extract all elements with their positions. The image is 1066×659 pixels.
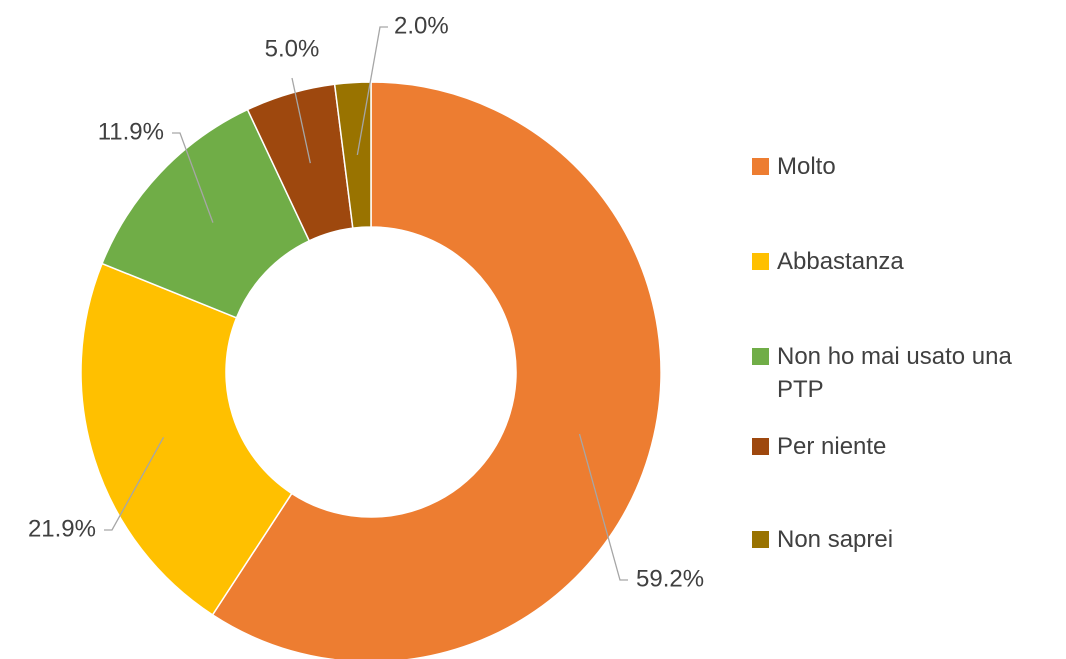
legend-item: Abbastanza (752, 245, 1052, 278)
donut-slice (333, 81, 372, 229)
legend-label: Molto (777, 153, 836, 180)
leader-line (104, 436, 165, 531)
leader-line (578, 433, 628, 581)
leader-line (291, 77, 311, 164)
legend-swatch (752, 438, 769, 455)
data-label: 59.2% (636, 565, 704, 592)
legend-item: Non ho mai usato una PTP (752, 340, 1052, 406)
leader-line (172, 132, 214, 223)
data-label: 21.9% (28, 515, 96, 542)
legend-swatch (752, 348, 769, 365)
legend-item: Per niente (752, 430, 1052, 463)
data-label: 2.0% (394, 12, 449, 39)
data-label: 5.0% (265, 35, 320, 62)
leader-line (356, 26, 388, 156)
donut-slice (101, 108, 311, 319)
legend-item: Molto (752, 150, 1052, 183)
legend-label: Non ho mai usato una PTP (777, 343, 1012, 403)
legend-swatch (752, 253, 769, 270)
legend-label: Non saprei (777, 526, 894, 553)
legend-swatch (752, 158, 769, 175)
legend-label: Per niente (777, 433, 887, 460)
data-label: 11.9% (98, 118, 164, 145)
legend-swatch (752, 531, 769, 548)
donut-slice (80, 262, 293, 616)
legend-label: Abbastanza (777, 248, 904, 275)
donut-slice (211, 81, 662, 659)
legend-item: Non saprei (752, 523, 1052, 556)
